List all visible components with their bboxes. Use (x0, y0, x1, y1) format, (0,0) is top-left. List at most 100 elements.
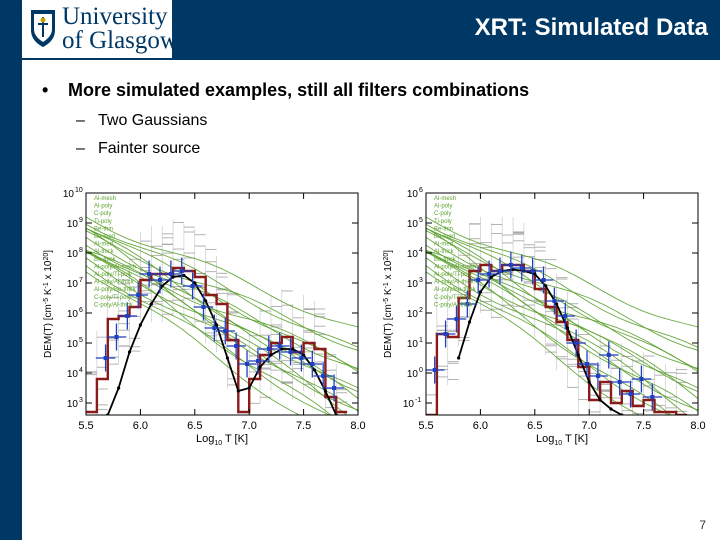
y-axis-label: DEM(T) [cm-5 K-1 x 1020] (43, 250, 54, 358)
regularized-point (114, 335, 119, 339)
true-dem-point (236, 389, 240, 393)
regularized-point (585, 362, 590, 366)
regularized-point (497, 269, 502, 273)
regularized-point (650, 395, 655, 399)
legend-label: Ti-poly (434, 219, 452, 225)
true-dem-point (609, 407, 613, 411)
legend-label: Al-mesh (94, 196, 116, 202)
em-loci-curve (426, 271, 641, 415)
university-logo: University of Glasgow (22, 0, 178, 58)
regularized-point (190, 284, 195, 288)
legend-label: C-poly/Ti-poly (94, 295, 131, 301)
regularized-point (595, 374, 600, 378)
mc-solution-line (86, 266, 348, 414)
plot-area (426, 216, 698, 415)
y-tick-exponent: 0 (419, 367, 423, 374)
logo-line-glasgow: of Glasgow (62, 27, 178, 54)
plot-area (86, 216, 358, 415)
left-brand-bar (0, 0, 22, 540)
true-dem-point (225, 356, 230, 360)
y-axis-label-part: ] (43, 250, 54, 253)
x-axis-label: Log10 T [K] (536, 433, 588, 447)
regularized-point (476, 278, 481, 282)
em-loci-curve (86, 250, 332, 415)
y-tick-exponent: 8 (79, 247, 83, 254)
y-axis-label-part: -1 (43, 282, 50, 288)
true-dem-point (511, 267, 515, 272)
legend-label: Al-poly/Be-thick (434, 287, 477, 293)
y-axis-label-part: x 10 (383, 260, 394, 282)
em-loci-curve (86, 250, 358, 371)
y-tick-exponent: 4 (419, 247, 423, 254)
true-dem-point (204, 299, 208, 303)
true-dem-point (214, 323, 219, 327)
true-dem-point (576, 353, 580, 357)
x-tick-label: 6.0 (133, 420, 148, 432)
legend-label: C-poly (94, 211, 111, 217)
y-tick-exponent: 6 (79, 307, 83, 314)
legend-label: Al-med (434, 242, 453, 248)
em-loci-curve (86, 227, 348, 415)
true-dem-point (149, 302, 153, 306)
legend-label: Al-poly/Al-mesh (434, 264, 476, 270)
main-bullet: • More simulated examples, still all filt… (42, 80, 529, 101)
true-dem-point (467, 320, 472, 324)
true-dem-point (587, 380, 591, 384)
x-tick-label: 7.5 (636, 420, 651, 432)
regularized-point (157, 278, 162, 282)
y-tick-label: 10 (407, 309, 419, 320)
regularized-point (530, 269, 535, 273)
regularized-point (639, 377, 644, 381)
y-tick-label: 10 (67, 309, 79, 320)
em-loci-curve (86, 224, 358, 348)
regularized-point (563, 314, 568, 318)
regularized-point (432, 368, 437, 372)
regularized-point (179, 269, 184, 273)
true-dem-point (533, 272, 537, 276)
regularized-point (519, 266, 524, 270)
regularized-point (212, 326, 217, 330)
regularized-point (266, 347, 271, 351)
legend-label: Al-poly/Ti-poly (94, 272, 132, 278)
regularized-point (277, 344, 282, 348)
true-dem-point (489, 275, 493, 279)
y-axis-label-part: DEM(T) [cm (383, 304, 394, 358)
regularized-point (606, 353, 611, 357)
em-loci-curve (86, 230, 358, 351)
regularized-point (454, 317, 459, 321)
y-tick-exponent: 5 (79, 337, 83, 344)
y-axis-label-part: 20 (383, 253, 390, 261)
x-axis-label-part: T [K] (222, 433, 248, 445)
legend-label: Be-thin (94, 226, 113, 232)
y-axis-label-part: x 10 (43, 260, 54, 282)
true-dem-point (544, 284, 548, 288)
true-dem-point (258, 365, 262, 369)
legend-label: C-poly/Al-thick (434, 302, 474, 308)
y-axis-label-part: -1 (383, 282, 390, 288)
true-dem-point (280, 347, 284, 351)
sub-bullet-dash: – (76, 112, 85, 129)
x-axis-label: Log10 T [K] (196, 433, 248, 447)
true-dem-point (182, 273, 186, 278)
y-tick-exponent: 4 (79, 367, 83, 374)
regularized-point (201, 305, 206, 309)
sub-bullet: – Fainter source (76, 140, 200, 158)
legend-label: Be-med (434, 234, 455, 240)
y-tick-label: 10 (63, 189, 75, 200)
x-axis-label-subscript: 10 (554, 440, 562, 447)
y-tick-label: 10 (67, 249, 79, 260)
y-axis-label: DEM(T) [cm-5 K-1 x 1020] (383, 250, 394, 358)
true-dem-point (302, 353, 306, 357)
legend-label: Be-thick (434, 257, 457, 263)
em-loci-curve (86, 271, 301, 415)
true-dem-point (117, 386, 121, 390)
regularized-point (223, 329, 228, 333)
y-tick-label: 10 (407, 219, 419, 230)
em-loci-curve (426, 250, 698, 371)
y-tick-label: 10 (67, 279, 79, 290)
legend-label: Al-poly/Al-thick (94, 280, 135, 286)
regularized-point (321, 374, 326, 378)
regularized-point (617, 380, 622, 384)
x-tick-label: 6.5 (527, 420, 542, 432)
